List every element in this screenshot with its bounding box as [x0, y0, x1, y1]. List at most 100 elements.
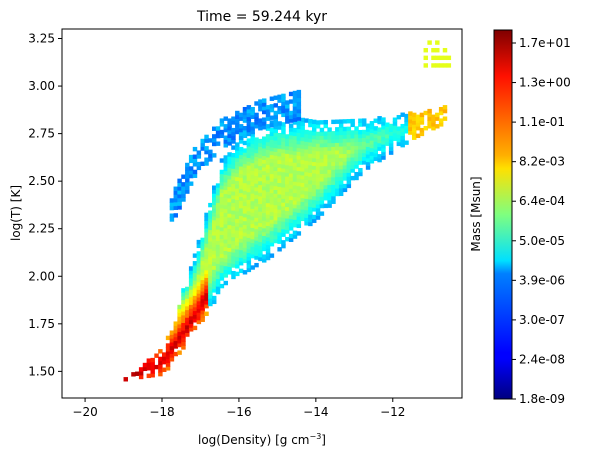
heatmap-cell — [285, 115, 290, 120]
heatmap-cell — [185, 298, 190, 303]
heatmap-cell — [254, 255, 259, 260]
heatmap-cell — [208, 240, 213, 246]
heatmap-cell — [227, 175, 232, 180]
heatmap-cell — [304, 160, 309, 165]
heatmap-cell — [250, 158, 255, 164]
heatmap-cell — [292, 109, 298, 115]
heatmap-cell — [238, 116, 244, 121]
heatmap-cell — [192, 310, 198, 315]
heatmap-cell — [308, 119, 313, 124]
heatmap-cell — [265, 156, 271, 162]
heatmap-cell — [300, 174, 305, 180]
heatmap-cell — [300, 182, 305, 187]
heatmap-cell — [427, 120, 432, 125]
heatmap-cell — [181, 345, 186, 350]
heatmap-cell — [288, 226, 294, 231]
heatmap-cell — [262, 98, 267, 103]
heatmap-cell — [212, 215, 217, 221]
heatmap-cell — [300, 140, 305, 145]
heatmap-cell — [269, 184, 275, 190]
heatmap-cell — [235, 241, 240, 246]
heatmap-cell — [392, 121, 398, 126]
heatmap-cell — [365, 161, 371, 166]
heatmap-cell — [235, 252, 240, 258]
heatmap-cell — [262, 239, 267, 244]
heatmap-cell — [188, 273, 194, 279]
heatmap-cell — [277, 247, 282, 252]
heatmap-cell — [296, 212, 302, 217]
heatmap-cell — [242, 106, 248, 112]
heatmap-cell — [269, 123, 275, 128]
heatmap-cell — [235, 237, 240, 242]
heatmap-cell — [258, 180, 263, 186]
heatmap-cell — [227, 137, 232, 142]
heatmap-cell — [215, 133, 221, 139]
heatmap-cell — [169, 345, 175, 351]
heatmap-cell — [288, 127, 294, 132]
heatmap-cell — [300, 163, 305, 168]
heatmap-cell — [231, 135, 236, 140]
heatmap-cell — [158, 349, 163, 354]
heatmap-cell — [273, 151, 278, 156]
heatmap-cell — [304, 152, 309, 158]
heatmap-cell — [381, 117, 386, 122]
heatmap-cell — [150, 357, 155, 363]
heatmap-cell — [258, 207, 263, 212]
heatmap-cell — [365, 146, 371, 151]
heatmap-cell — [242, 114, 248, 119]
heatmap-cell — [327, 157, 332, 163]
heatmap-cell — [169, 334, 175, 339]
heatmap-cell — [312, 127, 317, 132]
heatmap-cell — [169, 217, 175, 222]
heatmap-cell — [227, 239, 232, 245]
heatmap-cell — [165, 335, 171, 341]
heatmap-cell — [281, 167, 286, 173]
heatmap-cell — [204, 273, 209, 278]
heatmap-cell — [215, 270, 221, 276]
heatmap-cell — [231, 116, 236, 121]
heatmap-cell — [388, 150, 394, 155]
heatmap-cell — [200, 146, 205, 151]
heatmap-cell — [281, 194, 286, 199]
heatmap-cell — [238, 219, 244, 224]
heatmap-cell — [319, 211, 325, 216]
heatmap-cell — [265, 175, 271, 181]
colorbar — [493, 29, 513, 400]
heatmap-cell — [254, 194, 259, 199]
heatmap-cell — [285, 210, 290, 215]
heatmap-cell — [300, 125, 305, 130]
heatmap-cell — [196, 277, 202, 283]
heatmap-cell — [231, 202, 236, 207]
heatmap-cell — [412, 127, 417, 133]
heatmap-cell — [200, 275, 205, 281]
heatmap-cell — [288, 169, 294, 174]
heatmap-cell — [250, 106, 255, 112]
heatmap-cell — [335, 134, 340, 140]
heatmap-cell — [269, 253, 275, 258]
heatmap-cell — [223, 235, 228, 240]
heatmap-cell — [331, 195, 336, 201]
heatmap-cell — [254, 167, 259, 173]
heatmap-cell — [285, 168, 290, 173]
heatmap-cell — [204, 265, 209, 271]
heatmap-cell — [215, 206, 221, 211]
heatmap-cell — [288, 150, 294, 155]
heatmap-cell — [212, 250, 217, 255]
heatmap-cell — [265, 229, 271, 234]
heatmap-cell — [288, 110, 294, 116]
heatmap-cell — [254, 112, 259, 118]
heatmap-cell — [200, 287, 205, 292]
heatmap-cell — [442, 108, 448, 114]
heatmap-cell — [238, 211, 244, 216]
heatmap-cell — [223, 280, 228, 286]
heatmap-cell — [273, 122, 278, 127]
heatmap-cell — [296, 158, 302, 164]
heatmap-cell — [227, 254, 232, 260]
heatmap-cell — [315, 181, 321, 186]
heatmap-cell — [204, 235, 209, 240]
heatmap-cell — [262, 189, 267, 195]
heatmap-cell — [319, 158, 325, 163]
heatmap-cell — [296, 166, 302, 171]
heatmap-cell — [242, 270, 248, 275]
heatmap-cell — [188, 158, 194, 164]
